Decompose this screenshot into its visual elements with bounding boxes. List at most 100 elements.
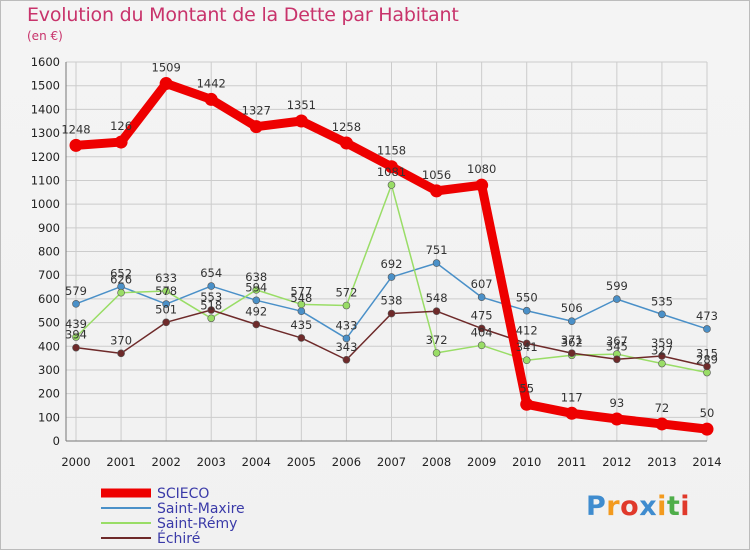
data-label-saint-maxire: 599 [606, 279, 628, 293]
data-label-saint-r-my: 289 [696, 353, 718, 367]
data-label-saint-r-my: 439 [65, 317, 87, 331]
logo-letter: t [666, 491, 681, 522]
data-label-scieco: 1258 [332, 120, 361, 134]
data-label-scieco: 117 [561, 390, 583, 404]
axis-layer: 0 100 200 300 400 500 600 700 800 900 1000 1100 1200… [31, 55, 722, 469]
data-label-saint-maxire: 652 [110, 267, 132, 281]
x-tick-label: 2001 [106, 455, 135, 469]
data-point-scieco [700, 422, 714, 436]
data-point-saint-maxire [522, 306, 531, 315]
data-label-saint-maxire: 654 [200, 266, 222, 280]
legend-label-saint-maxire: Saint-Maxire [157, 501, 245, 517]
y-tick-label: 900 [38, 221, 60, 235]
data-point-scieco [339, 136, 353, 150]
data-point--chir- [387, 309, 396, 318]
data-label-saint-maxire: 578 [155, 284, 177, 298]
data-label--chir-: 359 [651, 336, 673, 350]
data-point-saint-maxire [658, 310, 666, 319]
logo-letter: o [620, 491, 640, 522]
data-point-saint-r-my [342, 301, 351, 310]
x-tick-label: 2007 [377, 455, 406, 469]
y-tick-label: 1600 [31, 55, 60, 69]
x-tick-label: 2005 [287, 455, 316, 469]
data-label-saint-r-my: 626 [110, 273, 132, 287]
x-tick-label: 2002 [152, 455, 181, 469]
y-tick-label: 800 [38, 245, 60, 259]
y-tick-label: 600 [38, 292, 60, 306]
data-label-scieco: 1327 [242, 104, 271, 118]
data-label-saint-r-my: 577 [290, 284, 312, 298]
data-label--chir-: 553 [200, 290, 222, 304]
data-point--chir- [613, 355, 621, 364]
data-point-scieco [655, 417, 669, 431]
data-label--chir-: 501 [155, 302, 177, 316]
data-point--chir- [297, 334, 306, 342]
data-label-saint-maxire: 548 [290, 291, 312, 305]
data-label-saint-maxire: 579 [65, 284, 87, 298]
x-tick-label: 2013 [647, 455, 676, 469]
data-label-scieco: 55 [519, 381, 534, 395]
data-label--chir-: 538 [381, 294, 403, 308]
data-point-saint-r-my [72, 333, 80, 341]
chart-subtitle: (en €) [27, 29, 63, 43]
data-label-saint-r-my: 633 [155, 271, 177, 285]
data-point-saint-maxire [703, 325, 711, 333]
data-point-saint-maxire [207, 282, 216, 290]
data-label-saint-r-my: 1081 [377, 165, 406, 179]
data-label-saint-maxire: 433 [335, 318, 357, 332]
data-label-saint-r-my: 367 [606, 334, 628, 348]
data-label--chir-: 345 [606, 339, 628, 353]
data-point-saint-r-my [162, 287, 170, 295]
data-point-saint-maxire [342, 334, 351, 343]
data-point-saint-maxire [432, 259, 441, 267]
data-point-scieco [385, 160, 398, 174]
data-label-scieco: 1158 [377, 144, 406, 158]
x-tick-label: 2008 [422, 455, 451, 469]
data-label-scieco: 1056 [422, 168, 451, 182]
data-label-saint-r-my: 362 [561, 335, 583, 349]
x-tick-label: 2006 [332, 455, 361, 469]
logo-letter: P [586, 491, 607, 522]
data-label-scieco: 1442 [197, 76, 226, 90]
data-point-saint-r-my [432, 349, 441, 357]
data-label-scieco: 1248 [61, 122, 90, 136]
data-label-scieco: 1080 [467, 162, 496, 176]
data-label-saint-maxire: 535 [651, 294, 673, 308]
data-label-scieco: 93 [610, 396, 625, 410]
data-label-scieco: 72 [655, 401, 670, 415]
data-point--chir- [342, 355, 351, 364]
data-label-saint-maxire: 751 [426, 243, 448, 257]
data-point-saint-maxire [477, 293, 486, 302]
data-point-saint-maxire [567, 317, 576, 325]
data-point-scieco [159, 77, 173, 91]
data-label-scieco: 1509 [152, 61, 181, 75]
data-label-saint-maxire: 594 [245, 280, 267, 294]
data-point-saint-r-my [477, 341, 486, 350]
y-tick-label: 400 [38, 339, 60, 353]
data-point-saint-maxire [252, 296, 261, 305]
data-point-saint-r-my [387, 181, 396, 189]
data-label-saint-maxire: 607 [471, 277, 493, 291]
y-tick-label: 100 [38, 410, 60, 424]
data-label-layer: 1248 126 1509 1442 1327 1351 1258 1158 1056 1080 5… [61, 61, 718, 421]
data-point-scieco [204, 92, 218, 106]
y-tick-label: 1500 [31, 79, 60, 93]
data-point-scieco [69, 138, 83, 152]
y-tick-label: 1000 [31, 197, 60, 211]
data-point--chir- [162, 318, 170, 327]
data-point--chir- [432, 307, 441, 315]
data-point-scieco [430, 184, 444, 198]
logo-letter: r [606, 491, 621, 522]
data-label-saint-maxire: 550 [516, 291, 538, 305]
logo-letter: i [657, 491, 667, 522]
data-label--chir-: 394 [65, 328, 87, 342]
data-label-saint-r-my: 638 [245, 270, 267, 284]
data-label-saint-r-my: 518 [200, 298, 222, 312]
data-label--chir-: 412 [516, 323, 538, 337]
y-tick-label: 300 [38, 363, 60, 377]
y-tick-label: 1400 [31, 102, 60, 116]
x-tick-label: 2010 [512, 455, 541, 469]
data-label-saint-maxire: 473 [696, 309, 718, 323]
